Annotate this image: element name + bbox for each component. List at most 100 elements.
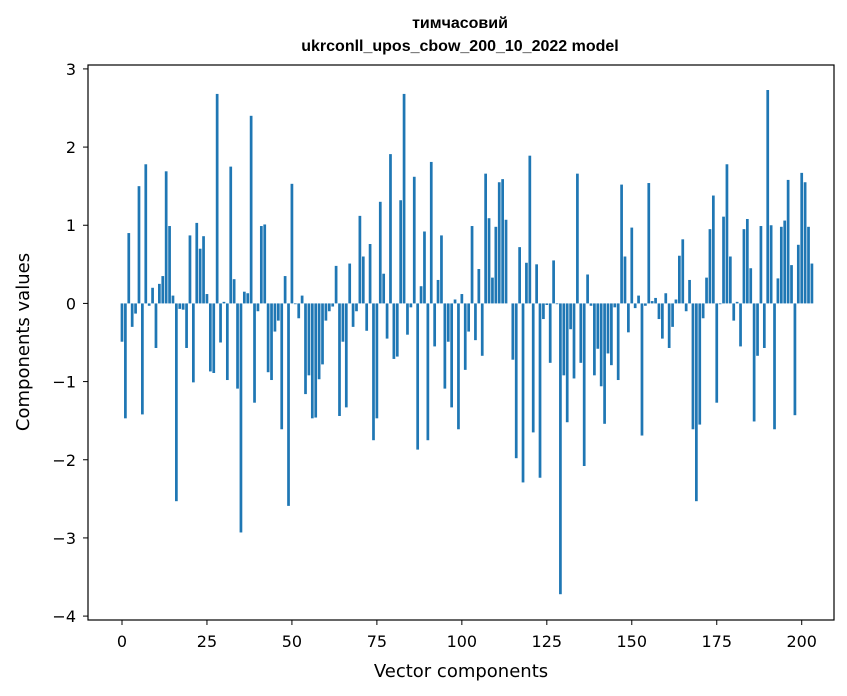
bar-34 [236, 303, 239, 389]
bar-49 [287, 303, 290, 506]
bar-115 [511, 303, 515, 360]
bar-23 [198, 248, 202, 304]
bar-8 [147, 303, 151, 306]
bar-161 [667, 303, 671, 348]
x-tick-label: 175 [701, 632, 732, 651]
bar-72 [365, 303, 369, 331]
bar-187 [756, 303, 759, 356]
bar-134 [576, 173, 579, 304]
bar-11 [158, 283, 161, 304]
bar-133 [572, 303, 576, 379]
x-tick-label: 100 [447, 632, 478, 651]
bar-95 [443, 303, 447, 389]
bar-59 [321, 303, 324, 365]
bar-13 [164, 171, 168, 304]
bar-195 [783, 220, 787, 304]
bar-55 [307, 303, 311, 376]
bar-102 [467, 303, 471, 332]
bar-154 [644, 303, 647, 306]
bar-140 [596, 303, 600, 349]
bar-113 [504, 219, 508, 304]
bar-143 [606, 303, 610, 354]
bar-35 [239, 303, 243, 533]
bar-90 [426, 303, 430, 441]
bar-79 [389, 154, 392, 304]
bar-87 [416, 303, 420, 450]
bar-24 [202, 236, 205, 304]
bar-151 [633, 303, 637, 309]
y-tick-label: −4 [52, 607, 76, 626]
bar-20 [188, 235, 192, 304]
bar-178 [725, 164, 729, 304]
bar-130 [562, 303, 566, 376]
bar-18 [181, 303, 185, 310]
bar-108 [487, 218, 491, 304]
y-tick-label: 0 [66, 294, 76, 313]
bar-192 [773, 303, 776, 430]
bar-44 [270, 303, 273, 381]
bar-65 [341, 303, 345, 342]
bar-162 [671, 303, 674, 327]
bar-94 [440, 235, 443, 304]
bar-169 [695, 303, 698, 502]
bar-110 [494, 226, 498, 304]
bar-145 [613, 303, 617, 308]
bar-64 [338, 303, 341, 416]
bar-31 [225, 303, 229, 381]
bar-158 [657, 303, 661, 320]
bar-105 [477, 269, 481, 304]
bar-131 [565, 303, 569, 423]
bar-22 [195, 222, 199, 304]
x-tick-label: 25 [197, 632, 217, 651]
bar-191 [769, 225, 773, 304]
bar-96 [446, 303, 450, 342]
x-tick-label: 125 [532, 632, 563, 651]
bar-57 [314, 303, 318, 418]
plot-frame [87, 64, 835, 621]
bar-0 [120, 303, 124, 342]
bar-21 [192, 303, 195, 383]
y-tick-label: −3 [52, 529, 76, 548]
bar-30 [222, 301, 226, 304]
bar-165 [681, 239, 685, 304]
bar-132 [569, 303, 572, 330]
bar-63 [334, 265, 338, 304]
bar-89 [423, 231, 426, 304]
bar-181 [735, 301, 739, 304]
bar-27 [212, 303, 216, 373]
bar-139 [593, 303, 596, 376]
bar-203 [810, 263, 814, 304]
bar-124 [542, 303, 545, 320]
bar-37 [246, 293, 250, 304]
bar-160 [664, 293, 668, 304]
bar-137 [586, 274, 589, 304]
bar-50 [290, 183, 294, 304]
bar-146 [616, 303, 620, 381]
bar-164 [678, 255, 681, 304]
bar-142 [603, 303, 606, 424]
bar-152 [637, 295, 640, 304]
bar-3 [130, 303, 134, 327]
bar-179 [728, 256, 732, 304]
bar-48 [283, 276, 287, 304]
bar-200 [800, 172, 804, 304]
bar-109 [491, 277, 494, 304]
bar-66 [344, 303, 348, 408]
bar-173 [708, 229, 712, 304]
bar-15 [171, 295, 175, 304]
bar-32 [229, 166, 233, 304]
x-tick-label: 150 [617, 632, 648, 651]
bar-168 [691, 303, 695, 430]
bar-71 [361, 256, 365, 304]
y-axis-label: Components values [13, 253, 34, 431]
bar-9 [151, 287, 154, 304]
bar-183 [742, 229, 746, 304]
x-tick-label: 50 [282, 632, 302, 651]
bar-199 [796, 244, 800, 304]
bar-153 [640, 303, 644, 436]
bar-104 [474, 303, 477, 341]
bar-6 [141, 303, 144, 415]
bar-120 [528, 155, 532, 304]
bar-141 [599, 303, 603, 387]
